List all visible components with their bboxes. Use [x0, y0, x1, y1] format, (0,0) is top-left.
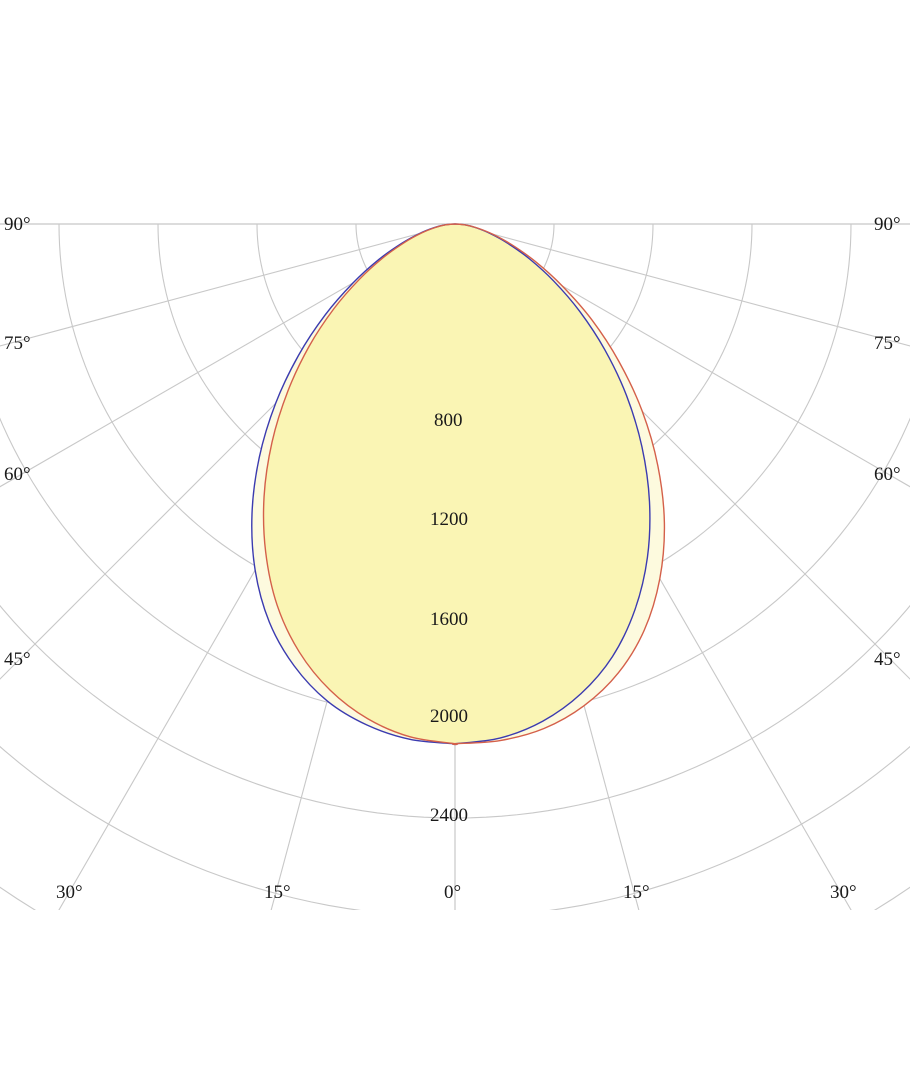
fill-core: [263, 224, 650, 745]
radial-label-r-800: 800: [434, 410, 463, 431]
radial-label-r-1600: 1600: [430, 609, 468, 630]
distribution-curves: [251, 223, 666, 746]
angle-label-right-15: 15°: [623, 882, 650, 903]
angle-label-right-45: 45°: [874, 649, 901, 670]
angle-label-left-15: 15°: [264, 882, 291, 903]
angle-label-right-75: 75°: [874, 333, 901, 354]
angle-label-left-30: 30°: [56, 882, 83, 903]
angle-label-left-90: 90°: [4, 214, 31, 235]
curve-c90-c270: [262, 223, 666, 746]
angle-label-left-75: 75°: [4, 333, 31, 354]
angle-label-right-30: 30°: [830, 882, 857, 903]
grid-spoke-75deg: [454, 223, 910, 347]
grid-spoke-60deg: [454, 223, 910, 488]
angle-label-left-60: 60°: [4, 464, 31, 485]
angle-label-center-0: 0°: [444, 882, 462, 903]
grid-spoke--75deg: [0, 223, 456, 347]
distribution-fill: [251, 224, 665, 745]
angle-label-right-60: 60°: [874, 464, 901, 485]
radial-label-r-2400: 2400: [430, 805, 468, 826]
radial-label-r-1200: 1200: [430, 509, 468, 530]
angle-label-right-90: 90°: [874, 214, 901, 235]
angle-label-left-45: 45°: [4, 649, 31, 670]
radial-label-r-2000: 2000: [430, 706, 468, 727]
grid-spoke--60deg: [0, 223, 456, 488]
